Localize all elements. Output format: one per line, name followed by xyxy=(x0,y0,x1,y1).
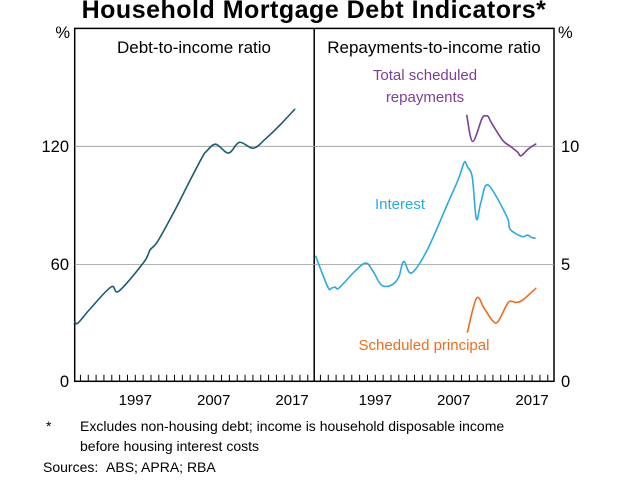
svg-text:Scheduled principal: Scheduled principal xyxy=(359,337,490,354)
svg-text:Debt-to-income ratio: Debt-to-income ratio xyxy=(117,38,271,57)
svg-text:Repayments-to-income ratio: Repayments-to-income ratio xyxy=(327,38,541,57)
svg-text:1997: 1997 xyxy=(359,392,392,409)
svg-text:repayments: repayments xyxy=(386,89,464,106)
svg-text:0: 0 xyxy=(60,373,69,391)
svg-text:1997: 1997 xyxy=(119,392,152,409)
svg-text:2017: 2017 xyxy=(275,392,308,409)
svg-text:0: 0 xyxy=(561,373,570,391)
svg-text:120: 120 xyxy=(41,138,69,156)
svg-text:2007: 2007 xyxy=(197,392,230,409)
svg-text:%: % xyxy=(55,24,70,42)
svg-text:%: % xyxy=(558,24,573,42)
svg-text:2017: 2017 xyxy=(515,392,548,409)
svg-text:10: 10 xyxy=(561,138,579,156)
svg-text:2007: 2007 xyxy=(437,392,470,409)
svg-text:Total scheduled: Total scheduled xyxy=(373,67,477,84)
svg-text:Interest: Interest xyxy=(375,196,426,213)
svg-text:5: 5 xyxy=(561,256,570,274)
svg-text:60: 60 xyxy=(51,256,69,274)
